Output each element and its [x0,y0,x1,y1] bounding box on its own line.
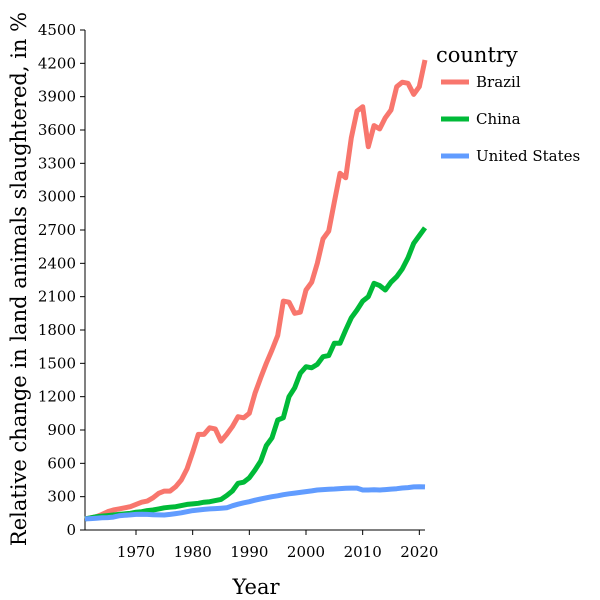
y-tick-label: 4200 [38,54,76,72]
y-tick-label: 2700 [38,221,76,239]
y-tick-label: 600 [47,454,76,472]
legend: country Brazil China United States [436,43,580,165]
y-tick-label: 3300 [38,154,76,172]
y-tick-label: 0 [66,521,76,539]
legend-label: United States [476,147,580,165]
y-tick-label: 300 [47,488,76,506]
y-axis-title: Relative change in land animals slaughte… [7,12,31,546]
y-tick-label: 1800 [38,321,76,339]
x-axis-title: Year [231,575,280,599]
legend-label: China [476,110,521,128]
legend-item-china: China [441,110,521,128]
y-axis: 0 300 600 900 1200 1500 1800 2100 2400 2700 3000 33… [38,21,86,539]
y-tick-label: 1200 [38,388,76,406]
x-tick-label: 1980 [174,543,212,561]
x-axis: 1970 1980 1990 2000 2010 2020 [85,529,438,561]
x-tick-label: 1970 [117,543,155,561]
legend-title: country [436,43,518,67]
y-tick-label: 1500 [38,354,76,372]
x-tick-label: 2010 [344,543,382,561]
y-tick-label: 2400 [38,254,76,272]
x-tick-label: 2000 [287,543,325,561]
series-line-china [84,226,428,522]
y-tick-label: 4500 [38,21,76,39]
series-line-united-states [84,484,426,522]
x-tick-label: 1990 [230,543,268,561]
legend-item-united-states: United States [441,147,580,165]
legend-label: Brazil [476,73,521,91]
x-tick-label: 2020 [400,543,438,561]
series-line-brazil [84,59,428,522]
series-layer [84,59,428,522]
y-tick-label: 900 [47,421,76,439]
y-tick-label: 3600 [38,121,76,139]
legend-item-brazil: Brazil [441,73,521,91]
y-tick-label: 2100 [38,288,76,306]
y-tick-label: 3000 [38,188,76,206]
y-tick-label: 3900 [38,88,76,106]
